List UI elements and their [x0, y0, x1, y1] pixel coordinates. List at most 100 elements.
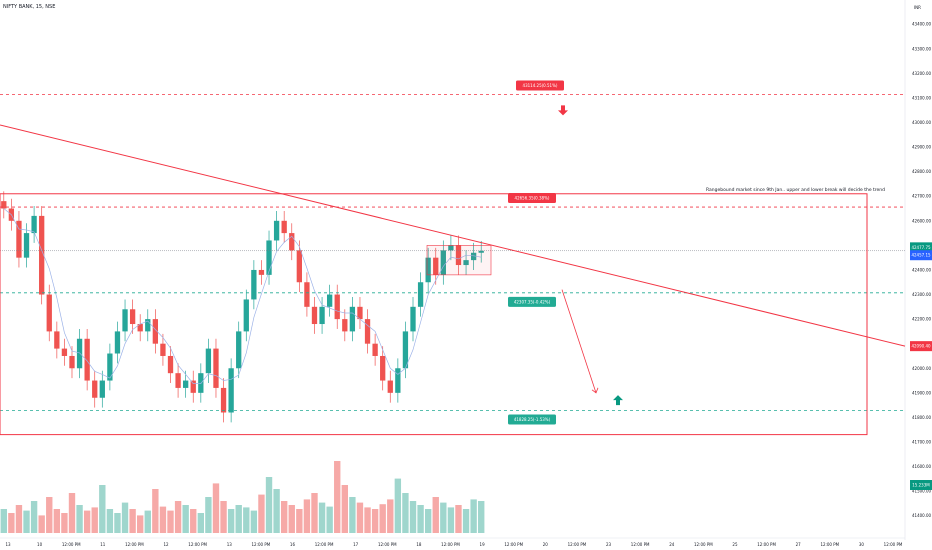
x-tick-label: 12:00 PM: [125, 542, 144, 547]
level-label-box: [516, 80, 564, 91]
candle-body: [417, 282, 424, 307]
x-tick-label: 19: [480, 542, 486, 547]
chart-symbol: NIFTY BANK, 15, NSE: [3, 4, 56, 10]
candle-body: [281, 220, 287, 234]
volume-bar: [8, 513, 15, 533]
x-tick-label: 12:00 PM: [568, 542, 587, 547]
x-tick-label: 27: [796, 542, 802, 547]
y-tick-label: 43400.00: [912, 22, 932, 27]
previous-price-tag: 42457.15: [911, 253, 931, 258]
candle-body: [76, 338, 83, 369]
volume-bar: [38, 515, 45, 533]
volume-bar: [144, 510, 151, 533]
volume-bar: [402, 493, 409, 533]
candle-body: [410, 306, 416, 332]
candle-body: [39, 215, 45, 295]
volume-bar: [159, 506, 167, 533]
volume-bar: [15, 505, 23, 533]
volume-bar: [227, 509, 235, 533]
x-tick-label: 12:00 PM: [694, 542, 713, 547]
candle-body: [183, 380, 189, 388]
volume-bar: [387, 499, 394, 533]
volume-bar: [68, 493, 76, 533]
candle-body: [372, 343, 378, 356]
candle-body: [304, 282, 310, 307]
x-tick-label: 12:00 PM: [62, 542, 81, 547]
candle-body: [364, 319, 371, 344]
projection-line: [561, 289, 597, 393]
x-tick-label: 12: [163, 542, 169, 547]
volume-bar: [258, 494, 265, 533]
volume-tag-box: [910, 480, 932, 490]
volume-bar: [174, 501, 182, 533]
volume-bar: [235, 505, 242, 533]
volume-bar: [129, 509, 136, 533]
volume-bar: [349, 497, 356, 533]
candle-body: [289, 233, 295, 251]
volume-bar: [280, 501, 288, 533]
volume-bar: [23, 510, 30, 533]
volume-bar: [46, 497, 53, 533]
candle-body: [84, 338, 90, 381]
x-tick-label: 13: [5, 542, 11, 547]
candle-body: [334, 294, 340, 320]
candle-body: [31, 215, 37, 234]
level-label-box: [508, 414, 556, 425]
candle-body: [167, 355, 174, 374]
volume-bar: [273, 489, 280, 533]
candle-body: [266, 240, 272, 275]
volume-bar: [53, 509, 61, 533]
annotation-text: Rangebound market since 9th Jan.. upper …: [706, 187, 885, 193]
volume-bar: [371, 509, 379, 533]
y-tick-label: 41800.00: [912, 415, 932, 420]
candle-body: [236, 331, 242, 369]
candle-body: [273, 220, 280, 241]
x-tick-label: 24: [669, 542, 675, 547]
candle-body: [16, 220, 22, 258]
candle-body: [213, 348, 219, 388]
level-label-text: 42656.35(0.38%): [515, 196, 550, 201]
y-tick-label: 42700.00: [912, 194, 932, 199]
candle-body: [380, 355, 386, 381]
candle-body: [258, 269, 265, 275]
volume-bar: [220, 501, 227, 533]
volume-bar: [424, 509, 432, 533]
volume-bar: [478, 501, 485, 533]
volume-tag: 15.233M: [912, 483, 930, 488]
volume-bar: [334, 461, 341, 533]
projection-arrowhead: [591, 387, 599, 394]
x-tick-label: 13: [227, 542, 233, 547]
candle-body: [470, 252, 477, 261]
volume-bar: [167, 510, 174, 533]
x-tick-label: 12:00 PM: [441, 542, 460, 547]
y-tick-label: 42600.00: [912, 218, 932, 223]
volume-bar: [99, 485, 106, 533]
volume-bar: [197, 513, 205, 533]
y-tick-label: 42300.00: [912, 292, 932, 297]
volume-bar: [341, 485, 348, 533]
volume-bar: [265, 477, 273, 533]
candle-body: [54, 331, 60, 349]
volume-bar: [190, 509, 197, 533]
candle-body: [228, 368, 234, 413]
x-tick-label: 18: [416, 542, 422, 547]
candle-body: [243, 299, 249, 332]
x-tick-label: 12:00 PM: [378, 542, 397, 547]
volume-bar: [61, 513, 68, 533]
volume-bar: [311, 493, 318, 533]
candle-body: [92, 380, 98, 398]
y-tick-label: 42000.00: [912, 366, 932, 371]
candle-body: [190, 380, 196, 393]
candle-body: [145, 319, 151, 332]
x-tick-label: 12:00 PM: [188, 542, 207, 547]
bullish-arrow: [613, 395, 623, 406]
descending-trendline: [0, 124, 906, 347]
volume-bar: [152, 489, 159, 533]
y-tick-label: 41900.00: [912, 390, 932, 395]
candle-body: [433, 257, 439, 275]
candle-body: [440, 250, 446, 275]
volume-bar: [76, 505, 83, 533]
volume-bar: [303, 499, 311, 533]
x-tick-label: 23: [606, 542, 612, 547]
